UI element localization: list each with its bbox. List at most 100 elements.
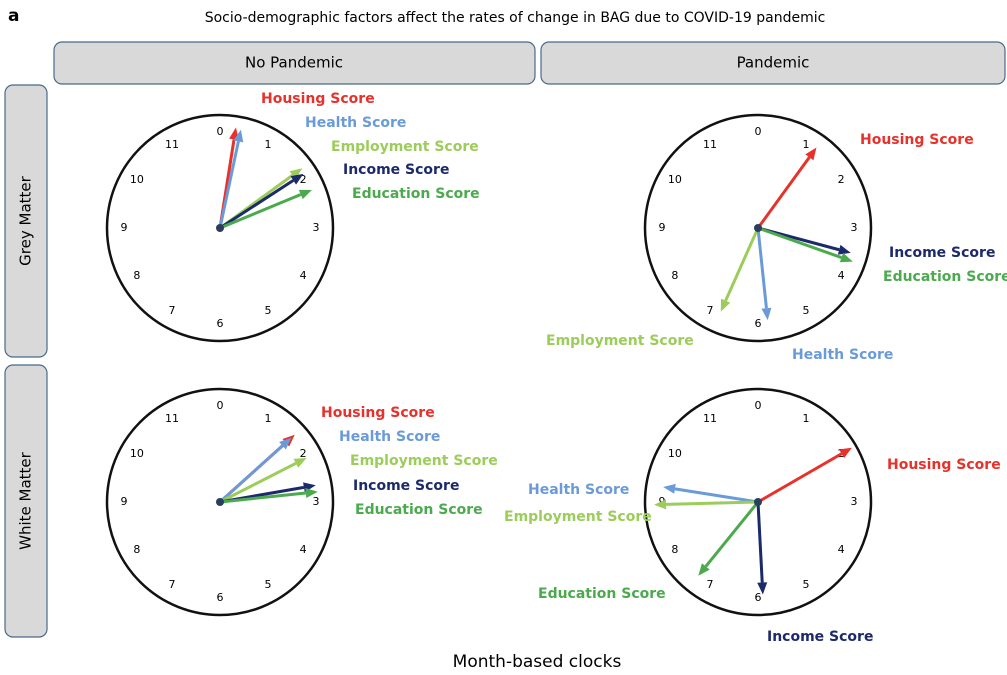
arrow-label: Housing Score <box>261 91 375 107</box>
arrow-head <box>305 488 318 498</box>
footer: Month-based clocks <box>453 652 622 672</box>
arrow-label: Health Score <box>339 429 440 445</box>
row-header-box <box>4 364 48 638</box>
arrow <box>756 227 772 321</box>
arrow-head <box>839 447 852 459</box>
column-header-box <box>540 41 1006 85</box>
clock-number: 1 <box>265 412 272 425</box>
clock-number: 10 <box>130 447 144 460</box>
arrow-head <box>663 483 676 494</box>
clock-center <box>754 224 762 232</box>
clock-number: 0 <box>217 399 224 412</box>
arrow-shaft <box>757 452 843 504</box>
clock-number: 4 <box>300 269 307 282</box>
arrow <box>219 488 318 504</box>
clock-number: 11 <box>703 138 717 151</box>
arrow-head <box>698 563 710 576</box>
arrow <box>663 483 759 504</box>
figure-title: Socio-demographic factors affect the rat… <box>205 10 826 26</box>
clock-number: 6 <box>217 591 224 604</box>
arrow-shaft <box>218 141 240 229</box>
arrow-shaft <box>218 444 284 504</box>
arrow-head <box>837 244 851 255</box>
clock-number: 2 <box>300 173 307 186</box>
arrow-shaft <box>756 501 764 583</box>
clock-number: 3 <box>313 495 320 508</box>
arrow-label: Education Score <box>352 186 480 202</box>
arrow-label: Income Score <box>767 629 873 645</box>
arrow-label: Housing Score <box>860 132 974 148</box>
arrow-label: Health Score <box>305 115 406 131</box>
clock-number: 1 <box>803 138 810 151</box>
arrow-label: Employment Score <box>331 139 479 155</box>
clock-number: 5 <box>803 578 810 591</box>
arrow-label: Health Score <box>792 347 893 363</box>
arrow-head <box>298 189 312 200</box>
arrow-shaft <box>219 461 297 504</box>
clock-number: 2 <box>300 447 307 460</box>
column-header-box <box>53 41 536 85</box>
clock-number: 6 <box>217 317 224 330</box>
arrow-label: Health Score <box>528 482 629 498</box>
column-header: No Pandemic <box>245 54 343 72</box>
clock-number: 4 <box>300 543 307 556</box>
clock-number: 1 <box>803 412 810 425</box>
arrow <box>219 173 304 230</box>
arrow-shaft <box>724 227 760 302</box>
clock-number: 9 <box>121 221 128 234</box>
arrow-label: Housing Score <box>887 457 1001 473</box>
arrow-head <box>654 499 667 510</box>
clock-number: 6 <box>755 317 762 330</box>
clock-number: 5 <box>265 304 272 317</box>
clock-number: 10 <box>130 173 144 186</box>
arrow <box>757 447 852 504</box>
arrow <box>698 501 760 576</box>
arrow-shaft <box>219 491 306 504</box>
arrow-head <box>839 252 853 263</box>
arrow-label: Education Score <box>355 502 483 518</box>
arrow <box>218 129 244 229</box>
arrow-label: Education Score <box>883 269 1007 285</box>
clock-number: 9 <box>659 221 666 234</box>
arrow-head <box>289 168 303 180</box>
clock-number: 1 <box>265 138 272 151</box>
arrow-head <box>279 437 292 450</box>
clock-number: 5 <box>803 304 810 317</box>
clock-number: 0 <box>217 125 224 138</box>
clock-number: 6 <box>755 591 762 604</box>
row-header: Grey Matter <box>17 175 35 265</box>
arrow-shaft <box>219 193 302 230</box>
arrow <box>218 437 292 504</box>
clock-number: 7 <box>169 578 176 591</box>
arrow-head <box>805 147 817 161</box>
arrow-label: Housing Score <box>321 405 435 421</box>
arrow-label: Income Score <box>343 162 449 178</box>
arrow-shaft <box>756 156 811 229</box>
arrow <box>756 147 817 229</box>
arrow <box>219 457 307 504</box>
arrow <box>219 189 312 230</box>
clock-number: 11 <box>165 412 179 425</box>
clock-number: 3 <box>313 221 320 234</box>
clock-center <box>754 498 762 506</box>
clock-number: 3 <box>851 495 858 508</box>
clock-number: 7 <box>707 304 714 317</box>
arrow-shaft <box>674 487 759 504</box>
row-header-box <box>4 84 48 358</box>
clock-number: 7 <box>707 578 714 591</box>
arrow-label: Income Score <box>353 478 459 494</box>
arrow-head <box>293 457 307 468</box>
clock-number: 9 <box>121 495 128 508</box>
arrow-shaft <box>219 179 295 230</box>
clock-number: 0 <box>755 399 762 412</box>
arrow-label: Income Score <box>889 245 995 261</box>
clock-number: 8 <box>671 543 678 556</box>
clock-number: 2 <box>838 173 845 186</box>
clock-number: 4 <box>838 543 845 556</box>
arrow <box>654 499 759 510</box>
arrow-label: Employment Score <box>350 453 498 469</box>
arrow <box>757 226 853 263</box>
clock-number: 7 <box>169 304 176 317</box>
clock-number: 8 <box>133 543 140 556</box>
